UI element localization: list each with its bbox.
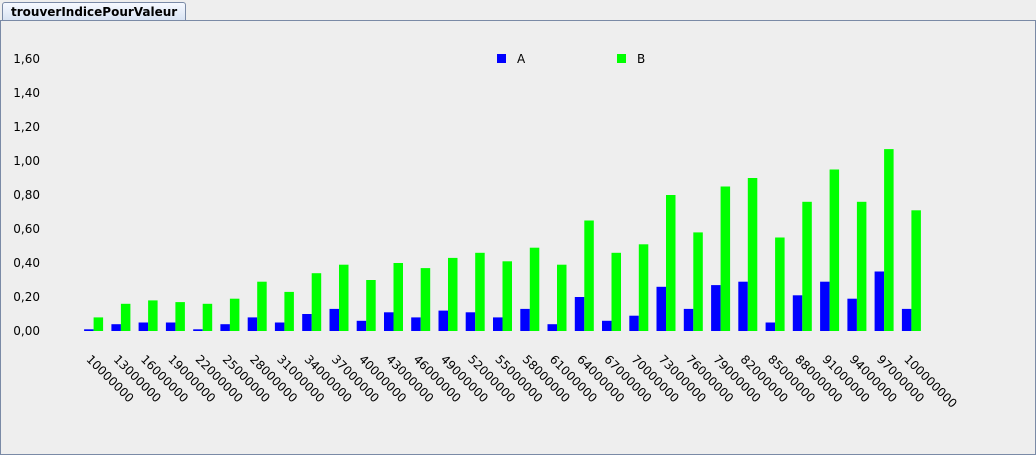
bar-a [411,317,421,331]
bar-b [775,237,785,331]
legend-label-a: A [517,52,526,66]
bar-b [611,252,621,331]
bar-b [202,303,213,331]
bar-a [547,324,557,331]
bar-a [602,320,612,331]
y-tick-label: 1,40 [13,86,40,100]
y-tick-label: 0,20 [13,290,40,304]
bar-a [656,286,666,331]
bar-b [638,244,649,331]
bar-b [884,149,894,331]
bar-a [438,310,448,331]
bar-b [502,261,512,331]
bar-b [339,264,349,331]
bar-b [120,303,131,331]
legend-swatch-a [497,54,506,63]
bar-b [229,298,240,331]
bar-b [93,317,104,331]
bar-a [274,322,285,331]
bar-a [84,329,94,331]
bar-a [493,317,503,331]
bar-a [520,308,530,331]
y-tick-label: 1,60 [13,52,40,66]
y-tick-label: 1,00 [13,154,40,168]
bar-b [420,268,431,331]
y-tick-label: 0,40 [13,256,40,270]
bar-b [448,257,458,331]
bar-a [574,297,585,331]
bar-a [247,317,258,331]
y-tick-label: 1,20 [13,120,40,134]
bar-b [747,178,758,331]
bar-a [193,329,203,331]
y-axis: 0,00 0,20 0,40 0,60 0,80 1,00 1,20 1,40 1,60 [13,52,40,338]
bar-b [693,232,703,331]
bar-a [629,315,639,331]
bar-b [529,247,540,331]
bar-b [802,201,812,331]
bar-b [584,220,594,331]
y-tick-label: 0,80 [13,188,40,202]
bar-b [284,291,294,331]
bar-b [366,280,376,331]
legend-swatch-b [617,54,626,63]
y-tick-label: 0,60 [13,222,40,236]
bar-a [792,295,803,331]
bar-a [711,285,721,331]
bar-a [465,312,476,331]
bar-a [765,322,776,331]
bar-a [302,314,312,331]
x-axis: 1000000013000000160000001900000022000000… [83,352,959,410]
bar-a [329,308,339,331]
bar-a [738,281,748,331]
bar-b [856,201,867,331]
bar-a [847,298,857,331]
bar-a [683,308,694,331]
bar-a [220,324,230,331]
bar-a [111,324,121,331]
bar-b [393,263,403,331]
bar-a [138,322,149,331]
bar-a [384,312,394,331]
bar-b [829,169,840,331]
bar-b [311,273,322,331]
bar-b [720,186,731,331]
bar-a [901,308,912,331]
bar-b [911,210,921,331]
bar-a [356,320,367,331]
bar-b [257,281,267,331]
bar-a [820,281,830,331]
tab-trouverindicepourvaleur[interactable]: trouverIndicePourValeur [2,2,187,21]
y-tick-label: 0,00 [13,324,40,338]
bar-b [148,300,158,331]
bar-b [175,302,185,331]
bar-a [874,271,885,331]
bar-a [165,322,176,331]
legend-label-b: B [637,52,645,66]
bar-b [475,252,485,331]
bar-b [666,195,676,331]
bars [84,149,921,331]
bar-b [557,264,567,331]
